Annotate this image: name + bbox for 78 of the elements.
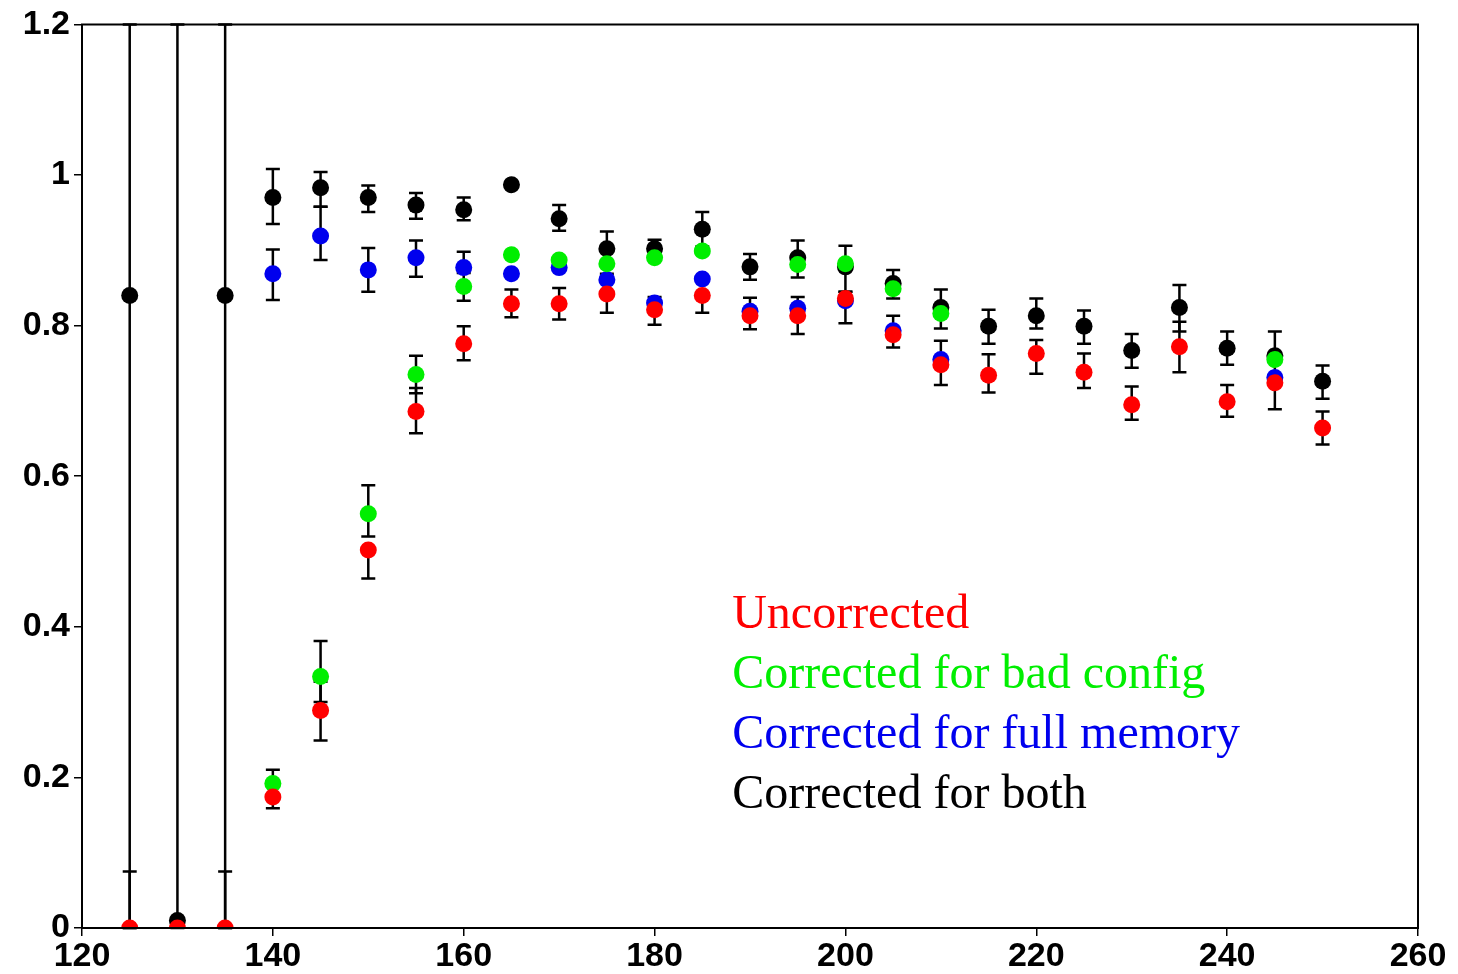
x-tick-label: 140	[244, 934, 302, 973]
x-tick-label: 240	[1198, 934, 1256, 973]
point	[407, 402, 425, 420]
point	[646, 249, 664, 267]
x-tick-label: 180	[626, 934, 683, 973]
point	[741, 258, 759, 276]
point	[980, 317, 998, 335]
y-tick-label: 0.8	[22, 303, 70, 342]
x-tick-label: 220	[1007, 934, 1065, 973]
point	[693, 286, 711, 304]
point	[980, 366, 998, 384]
point	[455, 201, 473, 219]
point	[312, 227, 330, 245]
point	[407, 366, 425, 384]
point	[264, 265, 282, 283]
point	[455, 277, 473, 295]
text: Corrected for bad config	[732, 645, 1206, 698]
point	[455, 335, 473, 353]
point	[789, 256, 807, 274]
point	[1123, 396, 1141, 414]
point	[1218, 339, 1236, 357]
point	[884, 326, 902, 344]
point	[1027, 344, 1045, 362]
point	[121, 286, 139, 304]
text: Corrected for both	[732, 765, 1087, 818]
point	[264, 189, 282, 207]
point	[1218, 393, 1236, 411]
x-tick-label: 200	[817, 934, 874, 973]
point	[932, 356, 950, 374]
point	[1027, 307, 1045, 325]
point	[312, 701, 330, 719]
point	[550, 251, 568, 269]
y-tick-label: 1.2	[22, 2, 70, 41]
point	[1170, 338, 1188, 356]
point	[789, 307, 807, 325]
y-tick-label: 0.2	[22, 755, 70, 794]
point	[598, 240, 616, 258]
point	[598, 285, 616, 303]
point	[312, 179, 330, 197]
point	[216, 286, 234, 304]
point	[1170, 299, 1188, 317]
point	[502, 176, 520, 194]
point	[598, 271, 616, 289]
point	[312, 668, 330, 685]
y-tick-label: 1	[51, 153, 70, 192]
point	[359, 541, 377, 559]
point	[693, 220, 711, 238]
point	[502, 265, 520, 283]
point	[407, 196, 425, 214]
point	[407, 249, 425, 267]
point	[932, 305, 950, 323]
point	[598, 255, 616, 273]
point	[359, 189, 377, 207]
point	[550, 295, 568, 313]
point	[1314, 372, 1332, 390]
point	[646, 301, 664, 319]
x-tick-label: 260	[1389, 934, 1447, 973]
point	[550, 210, 568, 228]
point	[502, 246, 520, 264]
point	[693, 270, 711, 288]
point	[359, 261, 377, 279]
point	[1075, 363, 1093, 381]
point	[359, 505, 377, 523]
point	[884, 280, 902, 298]
point	[1266, 374, 1284, 392]
y-tick-label: 0.6	[22, 454, 70, 493]
point	[1314, 419, 1332, 437]
point	[1123, 341, 1141, 359]
y-tick-label: 0.4	[22, 605, 71, 644]
text: Corrected for full memory	[732, 705, 1241, 758]
point	[502, 295, 520, 313]
point	[1075, 317, 1093, 335]
point	[693, 242, 711, 260]
text: Uncorrected	[732, 585, 970, 638]
point	[264, 788, 282, 806]
point	[455, 259, 473, 277]
x-tick-label: 160	[435, 934, 493, 973]
point	[741, 307, 759, 325]
